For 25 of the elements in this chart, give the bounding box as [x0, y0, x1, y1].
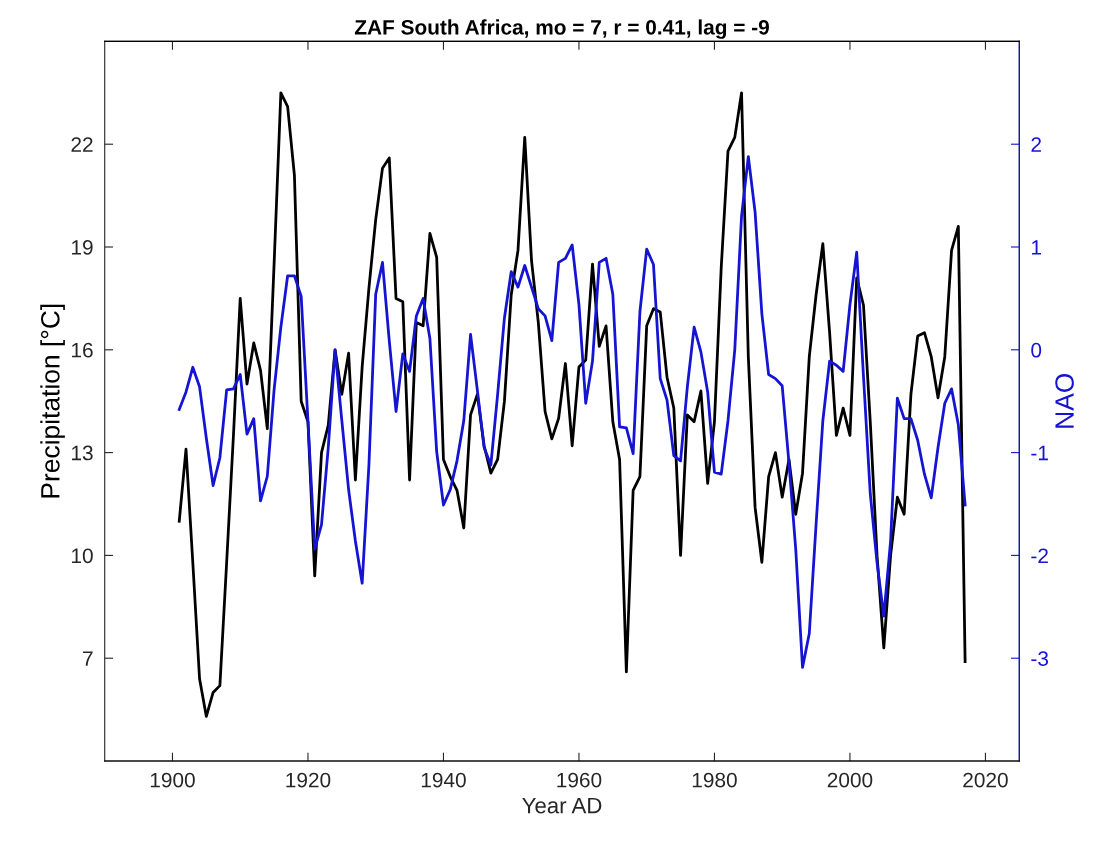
y-tick-label: 19 — [72, 240, 93, 255]
y2-tick-label: -2 — [1031, 548, 1048, 563]
line-series — [177, 91, 967, 718]
y-tick-label: 7 — [83, 651, 93, 666]
x-tick-label: 1940 — [421, 772, 466, 788]
y2-tick-label: -3 — [1031, 651, 1049, 666]
x-tick-label: 2000 — [827, 772, 873, 788]
x-tick-label: 1920 — [286, 772, 331, 788]
y-axis-title: Precipitation [°C] — [40, 304, 65, 498]
x-tick-label: 1960 — [557, 772, 602, 788]
x-axis-title: Year AD — [522, 797, 602, 814]
y2-tick-label: 2 — [1031, 137, 1041, 152]
y-tick-label: 10 — [72, 548, 93, 564]
y-tick-label: 16 — [72, 342, 93, 358]
line-series — [177, 155, 967, 669]
y2-tick-label: 0 — [1031, 342, 1042, 358]
y-tick-label: 22 — [71, 137, 93, 152]
y2-tick-label: -1 — [1031, 445, 1048, 461]
chart-title: ZAF South Africa, mo = 7, r = 0.41, lag = -9 — [354, 19, 769, 39]
y2-tick-label: 1 — [1032, 240, 1041, 255]
x-tick-label: 1980 — [692, 772, 737, 788]
x-tick-label: 1900 — [150, 772, 195, 788]
x-tick-label: 2020 — [963, 772, 1008, 788]
y2-axis-title: NAO — [1055, 373, 1074, 428]
y-tick-label: 13 — [72, 445, 93, 461]
